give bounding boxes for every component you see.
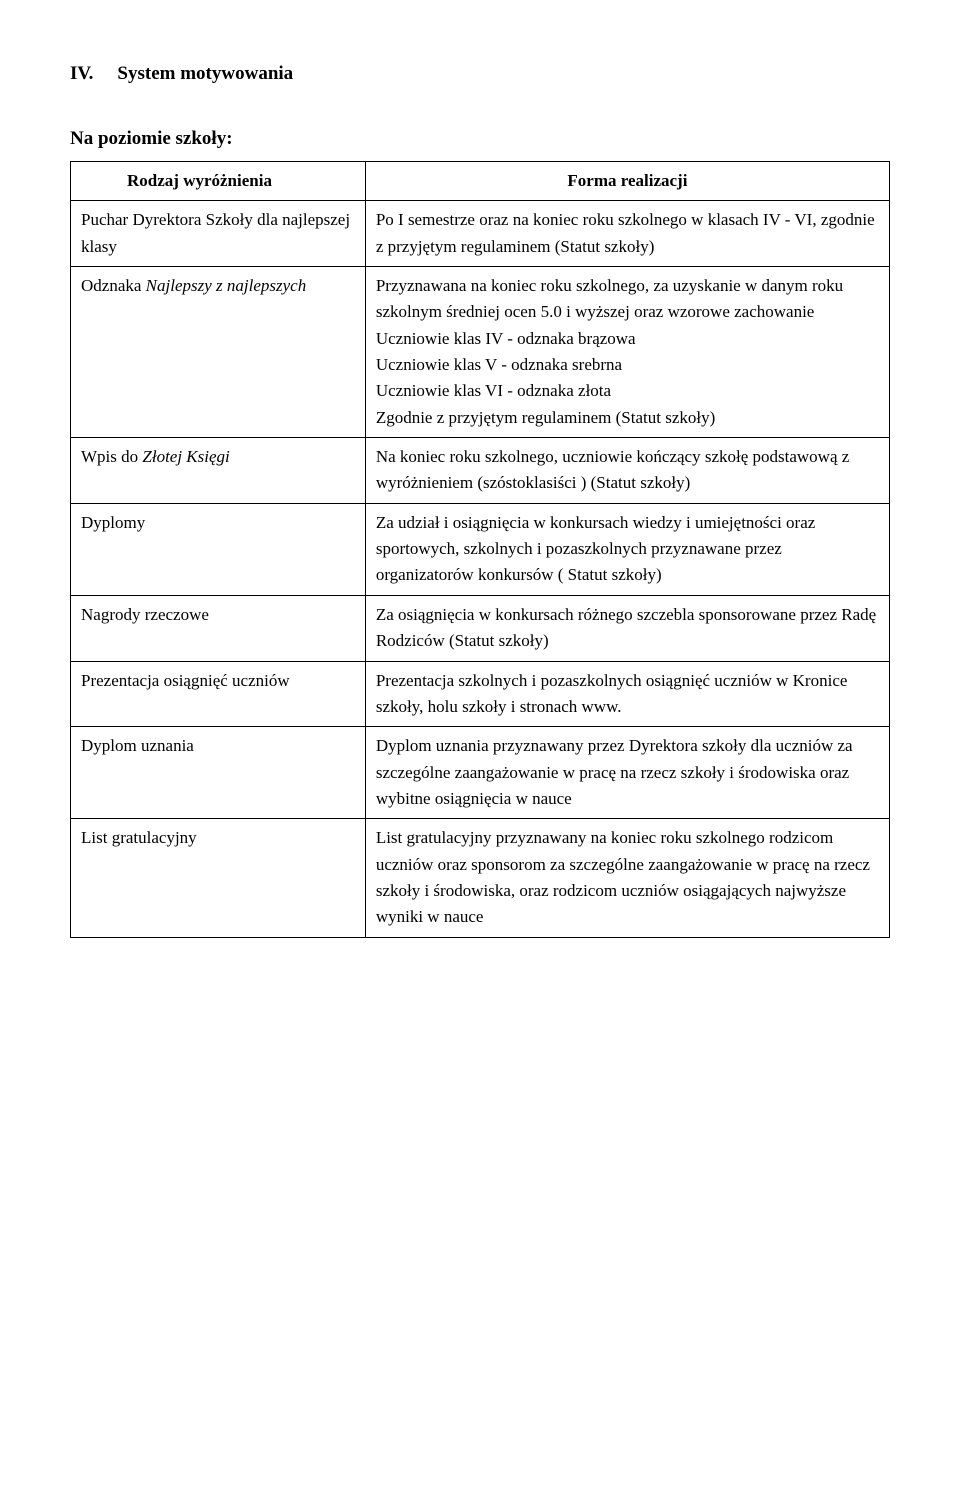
cell-award-type: Odznaka Najlepszy z najlepszych (71, 267, 366, 438)
section-heading: IV. System motywowania (70, 60, 890, 89)
cell-award-form: Na koniec roku szkolnego, uczniowie końc… (365, 438, 889, 504)
cell-award-type: Dyplom uznania (71, 727, 366, 819)
section-number: IV. (70, 60, 93, 89)
cell-award-type: List gratulacyjny (71, 819, 366, 937)
table-row: List gratulacyjnyList gratulacyjny przyz… (71, 819, 890, 937)
header-right: Forma realizacji (365, 162, 889, 201)
table-row: Puchar Dyrektora Szkoły dla najlepszej k… (71, 201, 890, 267)
cell-award-form: Dyplom uznania przyznawany przez Dyrekto… (365, 727, 889, 819)
table-row: DyplomyZa udział i osiągnięcia w konkurs… (71, 503, 890, 595)
cell-award-type: Wpis do Złotej Księgi (71, 438, 366, 504)
cell-text-italic: Najlepszy z najlepszych (146, 276, 307, 295)
header-left: Rodzaj wyróżnienia (71, 162, 366, 201)
cell-text-prefix: Wpis do (81, 447, 142, 466)
cell-award-form: Za udział i osiągnięcia w konkursach wie… (365, 503, 889, 595)
cell-award-form: List gratulacyjny przyznawany na koniec … (365, 819, 889, 937)
cell-text-italic: Złotej Księgi (142, 447, 229, 466)
cell-award-type: Nagrody rzeczowe (71, 595, 366, 661)
table-row: Nagrody rzeczoweZa osiągnięcia w konkurs… (71, 595, 890, 661)
table-row: Wpis do Złotej KsięgiNa koniec roku szko… (71, 438, 890, 504)
awards-table: Rodzaj wyróżnienia Forma realizacji Puch… (70, 161, 890, 938)
table-header-row: Rodzaj wyróżnienia Forma realizacji (71, 162, 890, 201)
table-row: Odznaka Najlepszy z najlepszychPrzyznawa… (71, 267, 890, 438)
cell-award-form: Prezentacja szkolnych i pozaszkolnych os… (365, 661, 889, 727)
cell-text-prefix: Odznaka (81, 276, 146, 295)
cell-award-form: Po I semestrze oraz na koniec roku szkol… (365, 201, 889, 267)
subheading: Na poziomie szkoły: (70, 125, 890, 154)
cell-award-type: Puchar Dyrektora Szkoły dla najlepszej k… (71, 201, 366, 267)
cell-award-form: Za osiągnięcia w konkursach różnego szcz… (365, 595, 889, 661)
table-row: Dyplom uznaniaDyplom uznania przyznawany… (71, 727, 890, 819)
cell-award-type: Prezentacja osiągnięć uczniów (71, 661, 366, 727)
table-row: Prezentacja osiągnięć uczniówPrezentacja… (71, 661, 890, 727)
cell-award-type: Dyplomy (71, 503, 366, 595)
section-title: System motywowania (117, 60, 293, 89)
cell-award-form: Przyznawana na koniec roku szkolnego, za… (365, 267, 889, 438)
